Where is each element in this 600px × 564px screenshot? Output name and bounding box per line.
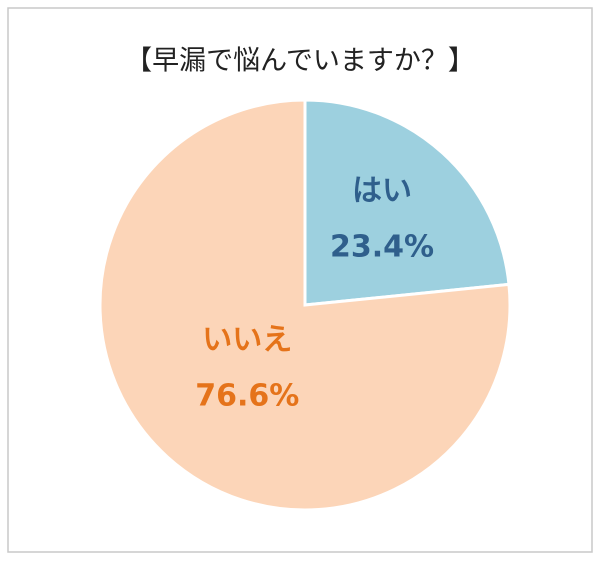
pie-slice bbox=[98, 98, 512, 512]
chart-title: 【早漏で悩んでいますか？】 bbox=[125, 46, 475, 77]
slice-label: はい bbox=[352, 173, 412, 208]
slice-value-label: 23.4% bbox=[330, 229, 434, 264]
slice-value-label: 76.6% bbox=[195, 378, 299, 413]
slice-label: いいえ bbox=[202, 322, 292, 357]
pie-slice bbox=[303, 98, 511, 307]
